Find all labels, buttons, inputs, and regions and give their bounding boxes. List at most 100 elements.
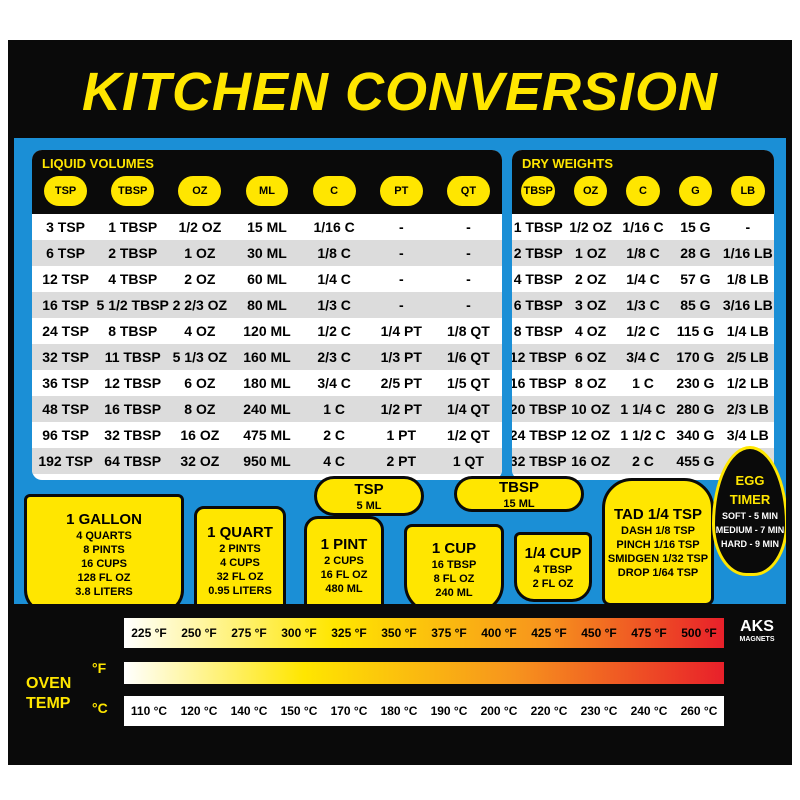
table-cell: 170 G bbox=[676, 349, 715, 365]
table-cell: 6 TBSP bbox=[513, 297, 563, 313]
temp-f: 225 °F bbox=[131, 626, 167, 640]
table-cell: 1/4 LB bbox=[726, 323, 769, 339]
table-cell: 1/8 LB bbox=[726, 271, 769, 287]
table-cell: 1/2 C bbox=[626, 323, 660, 339]
measure-text: 2 CUPS bbox=[324, 554, 364, 567]
table-cell: 2 C bbox=[632, 453, 654, 469]
unit-icon: OZ bbox=[573, 176, 608, 206]
table-cell: 8 TBSP bbox=[513, 323, 563, 339]
table-cell: 455 G bbox=[676, 453, 715, 469]
table-cell: 32 TBSP bbox=[512, 453, 567, 469]
table-cell: 1/4 PT bbox=[380, 323, 422, 339]
table-row: 3 TSP 1 TBSP 1/2 OZ 15 ML 1/16 C - - bbox=[32, 214, 502, 240]
unit-icon: LB bbox=[731, 176, 765, 206]
table-cell: 2 TBSP bbox=[513, 245, 563, 261]
table-cell: 1 TBSP bbox=[513, 219, 563, 235]
table-row: 4 TBSP 2 OZ 1/4 C 57 G 1/8 LB bbox=[512, 266, 774, 292]
table-row: 12 TSP 4 TBSP 2 OZ 60 ML 1/4 C - - bbox=[32, 266, 502, 292]
table-cell: 1/4 QT bbox=[447, 401, 490, 417]
temp-c: 220 °C bbox=[530, 704, 568, 718]
unit-icon: TBSP bbox=[521, 176, 555, 206]
table-cell: 1/3 PT bbox=[380, 349, 422, 365]
table-cell: 8 OZ bbox=[575, 375, 607, 391]
table-cell: 5 1/2 TBSP bbox=[96, 297, 169, 313]
table-cell: 57 G bbox=[680, 271, 711, 287]
measure-text: 8 PINTS bbox=[83, 543, 125, 556]
table-cell: 8 OZ bbox=[184, 401, 216, 417]
table-row: 24 TSP 8 TBSP 4 OZ 120 ML 1/2 C 1/4 PT 1/8 QT bbox=[32, 318, 502, 344]
table-cell: 1 TBSP bbox=[108, 219, 158, 235]
temp-c: 150 °C bbox=[280, 704, 318, 718]
temp-f: 350 °F bbox=[381, 626, 417, 640]
table-cell: 30 ML bbox=[247, 245, 287, 261]
oven-band: 225 °F 250 °F 275 °F 300 °F 325 °F 350 °F 375 … bbox=[14, 604, 786, 759]
table-cell: 15 G bbox=[680, 219, 711, 235]
table-cell: 16 TBSP bbox=[512, 375, 567, 391]
table-cell: 2/5 LB bbox=[726, 349, 769, 365]
table-cell: - bbox=[466, 245, 471, 261]
egg-title: EGG TIMER bbox=[729, 473, 771, 507]
table-title: DRY WEIGHTS bbox=[522, 156, 614, 171]
temp-f: 475 °F bbox=[631, 626, 667, 640]
table-row: 12 TBSP 6 OZ 3/4 C 170 G 2/5 LB bbox=[512, 344, 774, 370]
temp-c: 170 °C bbox=[330, 704, 368, 718]
unit-icon: G bbox=[678, 176, 713, 206]
table-cell: 4 TBSP bbox=[513, 271, 563, 287]
measure-text: 1 PINT bbox=[320, 535, 368, 553]
liquid-table: LIQUID VOLUMES TSP TBSP OZ ML C PT QT 3 TSP 1 TBS… bbox=[32, 150, 502, 480]
table-cell: 6 OZ bbox=[575, 349, 607, 365]
measure-text: 15 ML bbox=[503, 497, 535, 510]
temp-c: 120 °C bbox=[180, 704, 218, 718]
table-cell: 32 TBSP bbox=[104, 427, 162, 443]
table-cell: 240 ML bbox=[243, 401, 291, 417]
egg-timer: EGG TIMER SOFT - 5 MIN MEDIUM - 7 MIN HARD … bbox=[712, 446, 786, 576]
table-cell: 3 TSP bbox=[46, 219, 86, 235]
table-cell: - bbox=[466, 219, 471, 235]
measure-text: 240 ML bbox=[435, 586, 473, 599]
measure-text: 128 FL OZ bbox=[77, 571, 131, 584]
table-cell: 4 C bbox=[323, 453, 346, 469]
measure-card: 1/4 CUP 4 TBSP 2 FL OZ bbox=[514, 532, 592, 602]
table-cell: 28 G bbox=[680, 245, 711, 261]
unit-icon: C bbox=[312, 176, 356, 206]
table-row: 16 TSP 5 1/2 TBSP 2 2/3 OZ 80 ML 1/3 C - - bbox=[32, 292, 502, 318]
temp-c: 140 °C bbox=[230, 704, 268, 718]
table-cell: 6 TSP bbox=[46, 245, 86, 261]
table-cell: 1/3 C bbox=[317, 297, 351, 313]
table-cell: 32 TSP bbox=[42, 349, 89, 365]
table-cell: 1/3 C bbox=[626, 297, 660, 313]
temp-c: 260 °C bbox=[680, 704, 718, 718]
temp-f: 250 °F bbox=[181, 626, 217, 640]
unit-icon: TBSP bbox=[111, 176, 155, 206]
table-cell: 340 G bbox=[676, 427, 715, 443]
measure-text: 480 ML bbox=[325, 582, 363, 595]
measure-text: TAD 1/4 TSP bbox=[613, 505, 703, 523]
table-cell: 1/2 LB bbox=[726, 375, 769, 391]
table-row: 6 TBSP 3 OZ 1/3 C 85 G 3/16 LB bbox=[512, 292, 774, 318]
table-cell: 96 TSP bbox=[42, 427, 89, 443]
table-cell: 1/2 OZ bbox=[569, 219, 612, 235]
table-cell: 4 OZ bbox=[575, 323, 607, 339]
egg-line: HARD - 9 MIN bbox=[721, 539, 779, 549]
measure-text: DROP 1/64 TSP bbox=[617, 566, 699, 579]
table-row: 20 TBSP 10 OZ 1 1/4 C 280 G 2/3 LB bbox=[512, 396, 774, 422]
table-row: 24 TBSP 12 OZ 1 1/2 C 340 G 3/4 LB bbox=[512, 422, 774, 448]
measure-text: 16 CUPS bbox=[81, 557, 127, 570]
unit-icon: C bbox=[626, 176, 660, 206]
table-row: 32 TSP 11 TBSP 5 1/3 OZ 160 ML 2/3 C 1/3 PT 1/… bbox=[32, 344, 502, 370]
measure-text: 1 QUART bbox=[207, 523, 273, 541]
unit-icon: PT bbox=[379, 176, 423, 206]
measure-card: TBSP 15 ML bbox=[454, 476, 584, 512]
temp-f: 450 °F bbox=[581, 626, 617, 640]
table-cell: 32 OZ bbox=[180, 453, 220, 469]
table-cell: 15 ML bbox=[247, 219, 287, 235]
table-cell: 16 TBSP bbox=[104, 401, 162, 417]
table-cell: - bbox=[398, 297, 404, 313]
table-cell: 5 1/3 OZ bbox=[172, 349, 228, 365]
unit-icon: QT bbox=[446, 176, 490, 206]
table-cell: 1/5 QT bbox=[447, 375, 490, 391]
table-cell: 1/8 QT bbox=[447, 323, 490, 339]
temp-c: 230 °C bbox=[580, 704, 618, 718]
table-cell: 1 C bbox=[323, 401, 346, 417]
